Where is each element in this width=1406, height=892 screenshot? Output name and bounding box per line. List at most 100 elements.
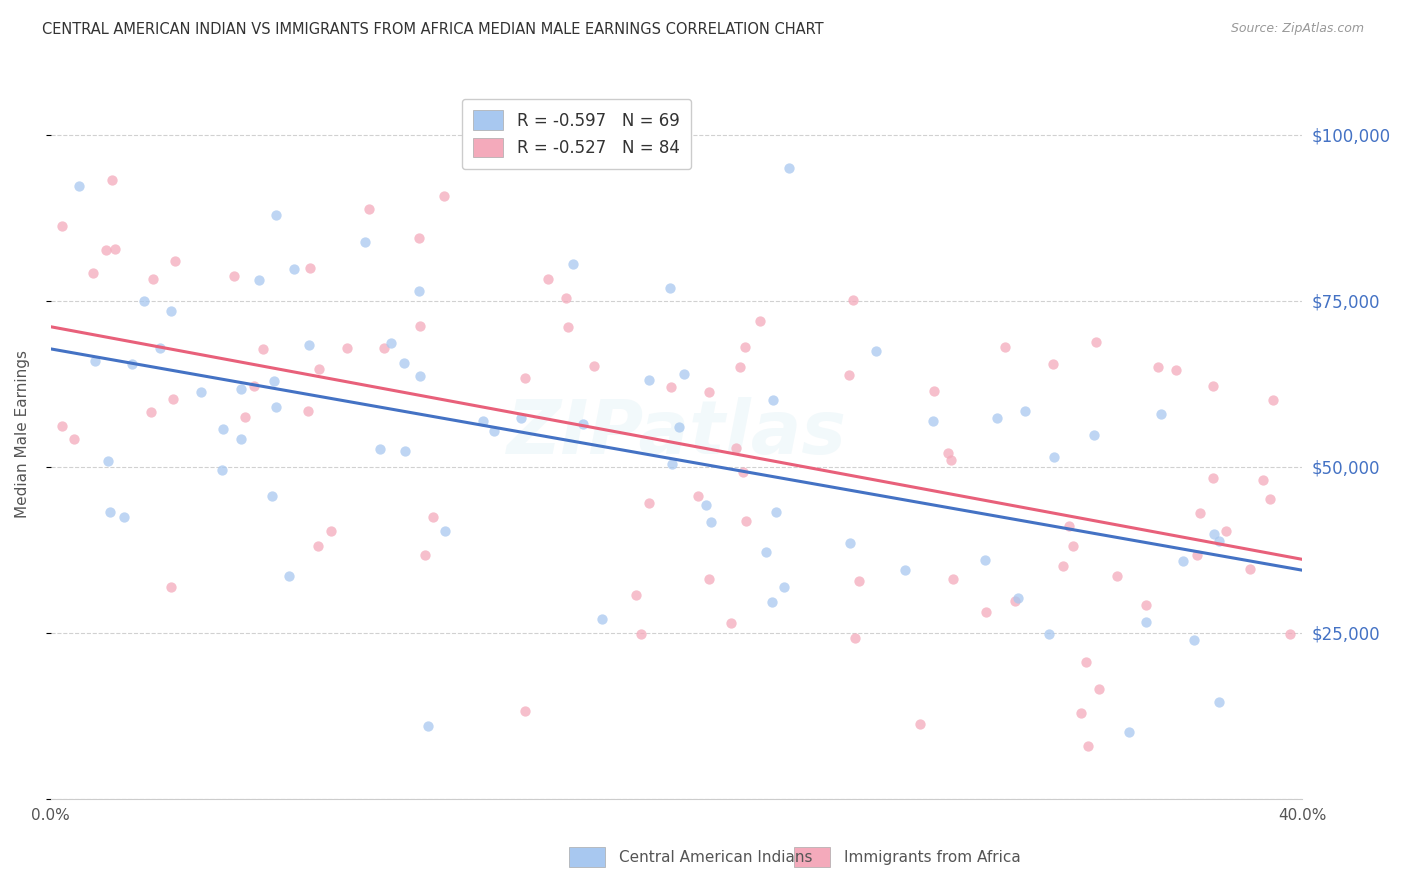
Point [82, 266, 104, 280]
Point [308, 361, 330, 376]
Point [433, 524, 456, 538]
Point [697, 385, 720, 400]
Point [1208, 695, 1230, 709]
Point [630, 627, 652, 641]
Point [299, 260, 322, 275]
Point [673, 367, 696, 381]
Point [778, 161, 800, 175]
Point [557, 320, 579, 334]
Point [112, 509, 135, 524]
Point [1105, 569, 1128, 583]
Point [844, 632, 866, 646]
Point [838, 536, 860, 550]
Point [160, 303, 183, 318]
Point [380, 336, 402, 351]
Point [1239, 562, 1261, 576]
Point [1070, 706, 1092, 721]
Point [162, 392, 184, 406]
Point [242, 378, 264, 392]
Point [211, 463, 233, 477]
Point [233, 410, 256, 425]
Point [936, 446, 959, 460]
Point [51, 419, 73, 434]
Point [409, 369, 432, 384]
Point [1052, 559, 1074, 574]
Point [264, 208, 287, 222]
Point [231, 383, 253, 397]
Point [974, 605, 997, 619]
Point [1215, 524, 1237, 538]
Point [1182, 633, 1205, 648]
Point [724, 441, 747, 455]
Point [1261, 393, 1284, 408]
Point [283, 262, 305, 277]
Point [733, 465, 755, 479]
Point [762, 392, 785, 407]
Point [222, 269, 245, 284]
Point [848, 574, 870, 588]
Text: ZIPatlas: ZIPatlas [506, 397, 846, 470]
Point [509, 411, 531, 425]
Point [1251, 473, 1274, 487]
Point [212, 422, 235, 436]
Text: Central American Indians: Central American Indians [619, 850, 813, 865]
Y-axis label: Median Male Earnings: Median Male Earnings [15, 350, 30, 517]
Point [415, 548, 437, 562]
Point [1076, 739, 1098, 753]
Point [1202, 471, 1225, 485]
Point [121, 357, 143, 371]
Point [297, 404, 319, 418]
Point [1004, 594, 1026, 608]
Point [1085, 334, 1108, 349]
Point [392, 355, 415, 369]
Point [624, 588, 647, 602]
Point [1074, 655, 1097, 669]
Text: Immigrants from Africa: Immigrants from Africa [844, 850, 1021, 865]
Point [104, 242, 127, 256]
Point [638, 496, 661, 510]
Point [749, 313, 772, 327]
Point [231, 432, 253, 446]
Point [368, 442, 391, 456]
Point [842, 293, 865, 307]
Point [422, 509, 444, 524]
Point [1062, 539, 1084, 553]
Point [394, 443, 416, 458]
Point [408, 231, 430, 245]
Point [298, 338, 321, 352]
Point [942, 572, 965, 586]
Point [772, 580, 794, 594]
Point [755, 545, 778, 559]
Point [471, 414, 494, 428]
Point [84, 353, 107, 368]
Point [262, 489, 284, 503]
Point [699, 516, 721, 530]
Point [659, 280, 682, 294]
Point [735, 514, 758, 528]
Point [728, 360, 751, 375]
Point [1208, 534, 1230, 549]
Point [893, 563, 915, 577]
Point [1150, 407, 1173, 421]
Point [1007, 591, 1029, 605]
Point [67, 178, 90, 193]
Point [1258, 491, 1281, 506]
Point [1057, 519, 1080, 533]
Point [734, 340, 756, 354]
Point [513, 371, 536, 385]
Point [668, 419, 690, 434]
Point [1164, 363, 1187, 377]
Point [263, 375, 285, 389]
Point [924, 384, 946, 398]
Point [97, 454, 120, 468]
Point [661, 457, 683, 471]
Point [409, 319, 432, 334]
Point [336, 342, 359, 356]
Text: Source: ZipAtlas.com: Source: ZipAtlas.com [1230, 22, 1364, 36]
Point [51, 219, 73, 233]
Point [761, 595, 783, 609]
Point [695, 498, 717, 512]
Point [1118, 725, 1140, 739]
Point [1202, 527, 1225, 541]
Point [159, 580, 181, 594]
